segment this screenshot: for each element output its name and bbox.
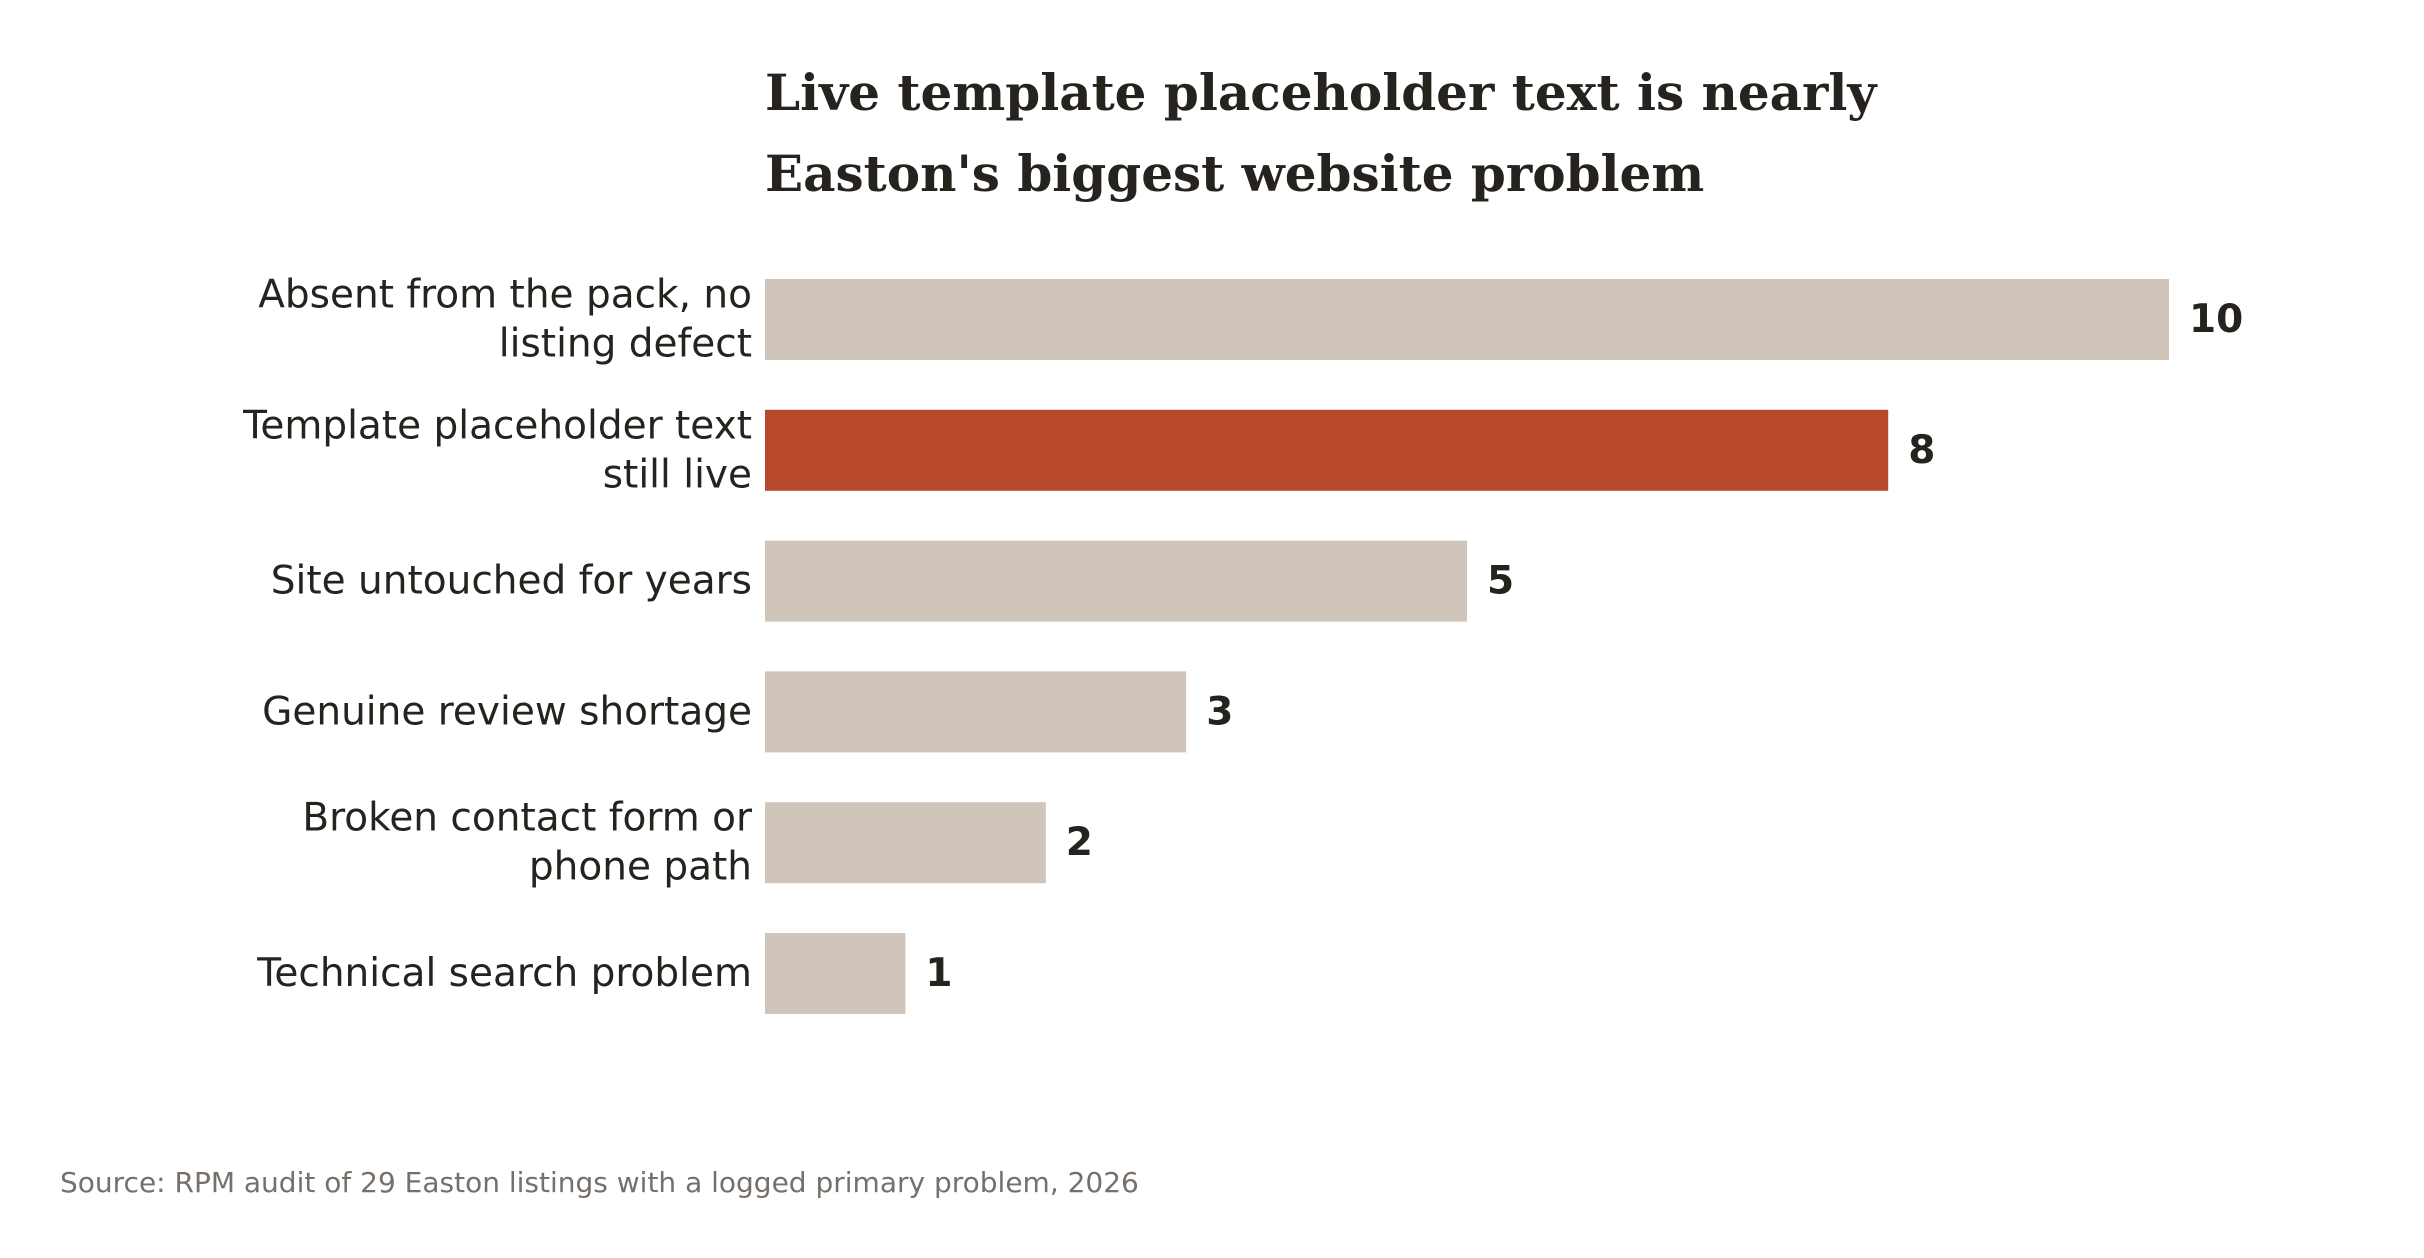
category-label: Broken contact form or phone path xyxy=(302,796,753,890)
source-note: Source: RPM audit of 29 Easton listings … xyxy=(60,1166,1139,1199)
category-label: Template placeholder text still live xyxy=(242,403,752,497)
bar xyxy=(765,933,906,1014)
value-labels: 10 8 5 3 2 1 xyxy=(925,297,2243,996)
category-label: Genuine review shortage xyxy=(262,689,752,734)
category-label: Absent from the pack, no listing defect xyxy=(258,273,752,367)
data-label: 5 xyxy=(1487,559,1514,604)
data-label: 2 xyxy=(1066,820,1093,865)
chart-title: Live template placeholder text is nearly… xyxy=(765,63,1878,203)
data-label: 10 xyxy=(2189,297,2243,342)
bar xyxy=(765,279,2169,360)
bar xyxy=(765,409,1889,491)
bars xyxy=(765,279,2169,1014)
bar xyxy=(765,802,1046,884)
bar xyxy=(765,671,1187,753)
bar xyxy=(765,540,1467,622)
category-labels: Absent from the pack, no listing defect Te… xyxy=(242,273,753,997)
data-label: 3 xyxy=(1206,689,1233,734)
category-label: Site untouched for years xyxy=(271,559,752,604)
category-label: Technical search problem xyxy=(256,951,752,996)
data-label: 1 xyxy=(925,951,952,996)
data-label: 8 xyxy=(1908,428,1935,473)
chart-title-line: Live template placeholder text is nearly xyxy=(765,63,1878,122)
chart-title-line: Easton's biggest website problem xyxy=(765,144,1704,203)
